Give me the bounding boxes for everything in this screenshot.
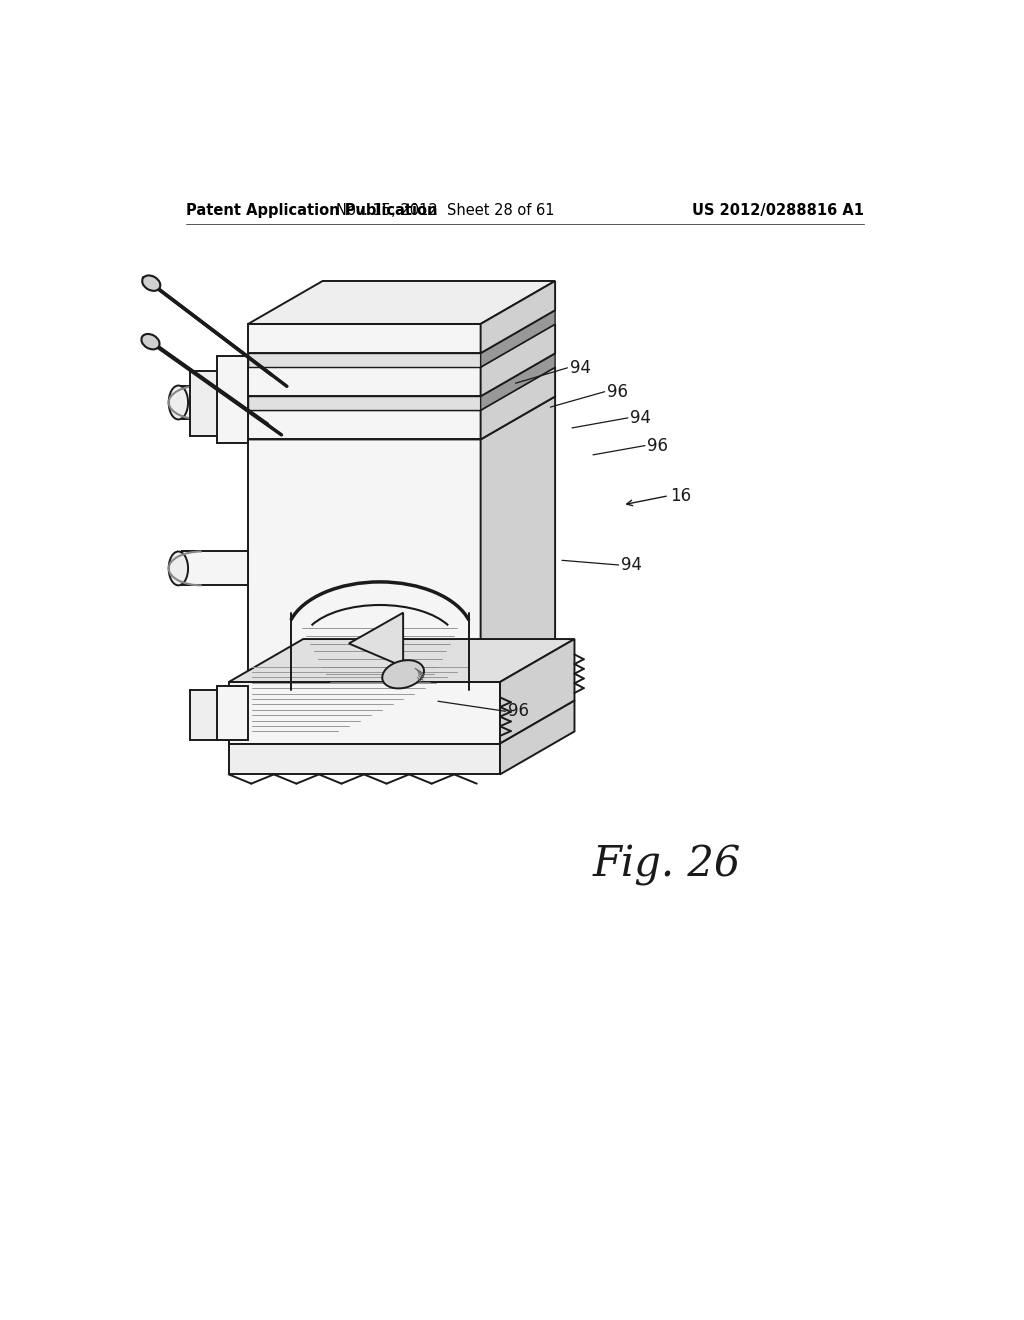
Polygon shape <box>480 367 555 440</box>
Text: US 2012/0288816 A1: US 2012/0288816 A1 <box>692 203 864 218</box>
Polygon shape <box>248 396 555 440</box>
Text: 94: 94 <box>630 409 651 426</box>
Polygon shape <box>217 686 248 739</box>
Ellipse shape <box>141 334 160 350</box>
Text: 16: 16 <box>671 487 691 504</box>
Polygon shape <box>143 277 287 387</box>
Polygon shape <box>182 385 248 420</box>
Polygon shape <box>248 323 480 354</box>
Polygon shape <box>248 411 480 440</box>
Polygon shape <box>248 396 480 411</box>
Polygon shape <box>480 281 555 354</box>
Ellipse shape <box>169 552 188 585</box>
Polygon shape <box>500 639 574 743</box>
Polygon shape <box>248 325 555 367</box>
Polygon shape <box>480 325 555 396</box>
Polygon shape <box>217 355 248 444</box>
Polygon shape <box>500 701 574 775</box>
Polygon shape <box>480 310 555 367</box>
Polygon shape <box>182 552 248 585</box>
Polygon shape <box>228 682 500 743</box>
Polygon shape <box>248 440 480 682</box>
Polygon shape <box>248 367 555 411</box>
Polygon shape <box>248 354 480 367</box>
Text: 94: 94 <box>569 359 591 376</box>
Polygon shape <box>248 281 555 323</box>
Polygon shape <box>480 396 555 682</box>
Text: 96: 96 <box>607 383 628 401</box>
Polygon shape <box>349 612 403 667</box>
Polygon shape <box>248 354 555 396</box>
Polygon shape <box>143 337 282 434</box>
Ellipse shape <box>169 385 188 420</box>
Polygon shape <box>480 354 555 411</box>
Text: 94: 94 <box>621 556 642 574</box>
Text: Nov. 15, 2012  Sheet 28 of 61: Nov. 15, 2012 Sheet 28 of 61 <box>337 203 555 218</box>
Polygon shape <box>228 639 574 682</box>
Text: 96: 96 <box>508 702 528 721</box>
Ellipse shape <box>142 276 161 290</box>
Polygon shape <box>190 689 217 739</box>
Text: 96: 96 <box>647 437 669 454</box>
Ellipse shape <box>382 660 424 689</box>
Polygon shape <box>228 743 500 775</box>
Polygon shape <box>190 371 217 436</box>
Text: Patent Application Publication: Patent Application Publication <box>186 203 437 218</box>
Polygon shape <box>248 310 555 354</box>
Polygon shape <box>248 367 480 396</box>
Text: Fig. 26: Fig. 26 <box>593 843 741 886</box>
